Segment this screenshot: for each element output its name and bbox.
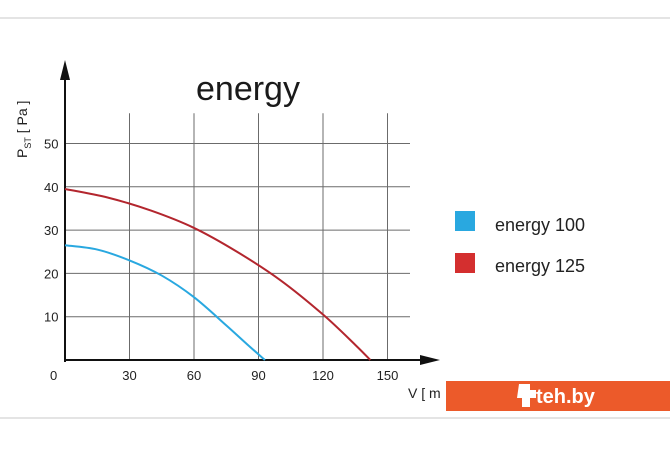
x-axis-arrow-icon	[420, 355, 440, 365]
legend-label-energy-100: energy 100	[495, 215, 585, 235]
y-tick-label-20: 20	[44, 266, 58, 281]
y-axis-label-unit: [ Pa ]	[14, 101, 30, 138]
x-tick-label-150: 150	[377, 368, 399, 383]
x-tick-label-120: 120	[312, 368, 334, 383]
watermark-bar	[446, 381, 670, 411]
series-line-energy-100	[64, 244, 266, 361]
axes	[60, 60, 440, 365]
x-tick-label-0: 0	[50, 368, 57, 383]
legend-label-energy-125: energy 125	[495, 256, 585, 276]
y-axis-arrow-icon	[60, 60, 70, 80]
watermark: teh.by	[446, 381, 670, 411]
x-tick-label-90: 90	[251, 368, 265, 383]
y-tick-label-10: 10	[44, 310, 58, 325]
x-tick-label-60: 60	[187, 368, 201, 383]
series-layer	[64, 187, 372, 361]
legend-swatch-energy-125	[455, 253, 475, 273]
x-axis-label: V [ m	[408, 385, 441, 401]
tick-labels: 0 30 60 90 120 150 10 20 30 40 50	[44, 137, 398, 384]
grid	[65, 113, 410, 360]
y-axis-label-main: P	[14, 149, 30, 158]
legend-swatch-energy-100	[455, 211, 475, 231]
y-axis-label: PST [ Pa ]	[14, 101, 33, 158]
watermark-text: teh.by	[536, 386, 596, 408]
y-tick-label-40: 40	[44, 180, 58, 195]
chart-title: energy	[196, 70, 300, 108]
y-tick-label-50: 50	[44, 137, 58, 152]
legend: energy 100 energy 125	[455, 211, 585, 276]
series-line-energy-125	[64, 187, 372, 361]
x-tick-label-30: 30	[122, 368, 136, 383]
watermark-logo-icon	[517, 384, 536, 407]
y-axis-label-sub: ST	[23, 137, 33, 149]
y-tick-label-30: 30	[44, 223, 58, 238]
